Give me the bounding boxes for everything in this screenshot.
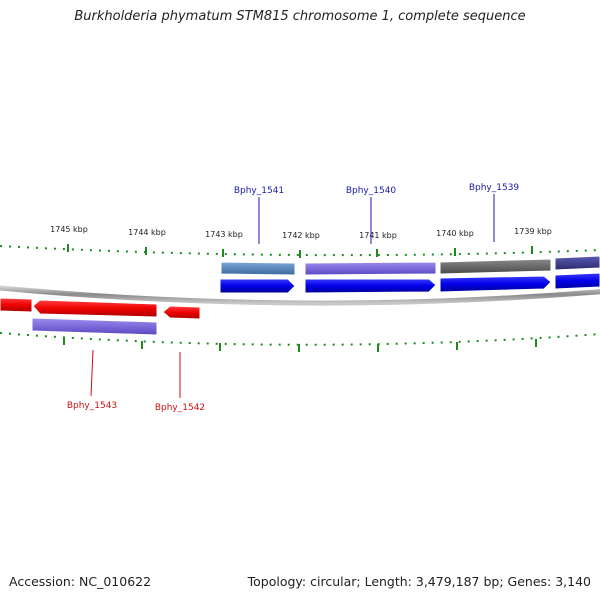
gene-arrow-next[interactable] <box>554 272 600 290</box>
feature-bphy-1540-product[interactable] <box>304 261 437 276</box>
feature-next-product[interactable] <box>554 255 600 271</box>
scale-label: 1745 kbp <box>50 225 88 234</box>
scale-label: 1739 kbp <box>514 227 552 236</box>
leader-line <box>90 349 94 397</box>
lower-scale-dots <box>0 332 600 346</box>
chromosome-backbone <box>0 285 600 306</box>
scale-label: 1740 kbp <box>436 229 474 238</box>
feature-bphy-1543-product[interactable] <box>31 317 158 336</box>
gene-arrow-bphy-1540[interactable] <box>304 278 437 294</box>
scale-label: 1741 kbp <box>359 231 397 240</box>
gene-label-bphy-1540[interactable]: Bphy_1540 <box>346 186 397 196</box>
gene-arrow-bphy-1543[interactable] <box>32 299 158 318</box>
accession-label: Accession: NC_010622 <box>9 574 152 589</box>
scale-label: 1742 kbp <box>282 231 320 240</box>
feature-bphy-1541-product[interactable] <box>220 261 296 276</box>
page-title: Burkholderia phymatum STM815 chromosome … <box>74 9 526 24</box>
gene-arrow-bphy-1539[interactable] <box>439 275 552 293</box>
scale-label: 1744 kbp <box>128 228 166 237</box>
feature-bphy-1539-product[interactable] <box>439 258 552 275</box>
topology-summary: Topology: circular; Length: 3,479,187 bp… <box>247 574 591 589</box>
gene-label-bphy-1541[interactable]: Bphy_1541 <box>234 186 284 196</box>
lower-scale-ticks <box>63 337 537 352</box>
gene-label-bphy-1543[interactable]: Bphy_1543 <box>67 401 117 411</box>
gene-arrow-bphy-1542[interactable] <box>162 305 201 320</box>
gene-label-bphy-1542[interactable]: Bphy_1542 <box>155 403 205 413</box>
scale-label: 1743 kbp <box>205 230 243 239</box>
gene-arrow-bphy-1541[interactable] <box>219 278 296 294</box>
gene-label-bphy-1539[interactable]: Bphy_1539 <box>469 183 520 193</box>
upper-scale-ticks <box>67 244 533 258</box>
gene-arrow-prev[interactable] <box>0 297 33 313</box>
